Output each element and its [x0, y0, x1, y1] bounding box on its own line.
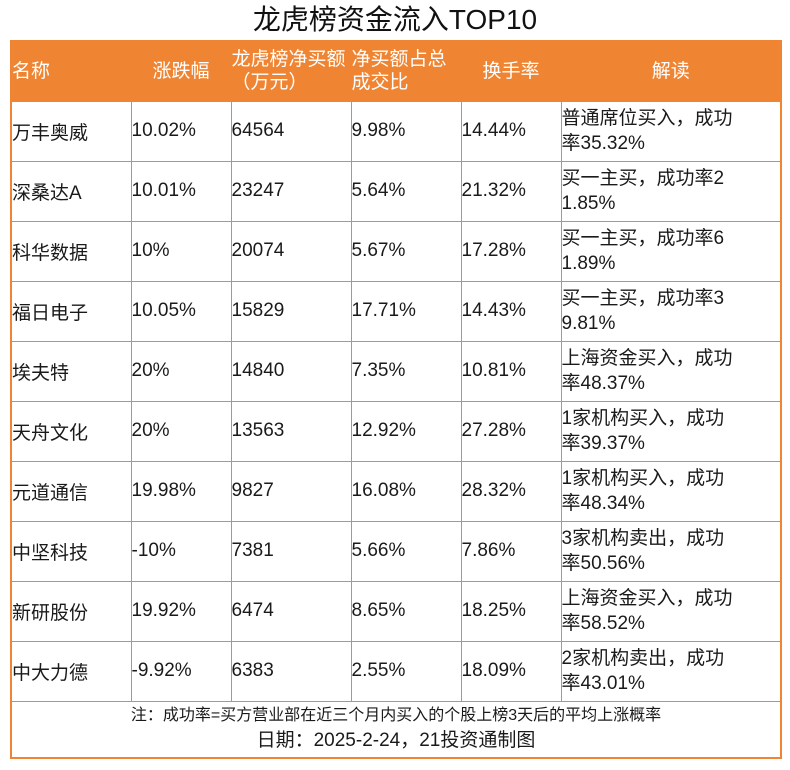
table-row: 天舟文化 20% 13563 12.92% 27.28% 1家机构买入，成功率3…: [10, 400, 782, 462]
cell-turnover: 28.32%: [460, 460, 562, 522]
interpretation-text: 买一主买，成功率21.85%: [561, 168, 725, 214]
header-change: 涨跌幅: [130, 40, 232, 102]
cell-interpretation: 上海资金买入，成功率58.52%: [560, 580, 782, 642]
table-row: 中坚科技 -10% 7381 5.66% 7.86% 3家机构卖出，成功率50.…: [10, 520, 782, 582]
cell-net-buy-ratio: 7.35%: [350, 340, 462, 402]
cell-net-buy-ratio: 17.71%: [350, 280, 462, 342]
cell-interpretation: 3家机构卖出，成功率50.56%: [560, 520, 782, 582]
cell-net-buy: 7381: [230, 520, 352, 582]
table-footer-row: 注：成功率=买方营业部在近三个月内买入的个股上榜3天后的平均上涨概率 日期：20…: [10, 700, 782, 759]
cell-change: 19.98%: [130, 460, 232, 522]
cell-change: 10.01%: [130, 160, 232, 222]
cell-net-buy-ratio: 5.67%: [350, 220, 462, 282]
header-interpretation: 解读: [560, 40, 782, 102]
cell-name: 元道通信: [10, 460, 132, 522]
table-body: 万丰奥威 10.02% 64564 9.98% 14.44% 普通席位买入，成功…: [10, 100, 782, 759]
table-row: 中大力德 -9.92% 6383 2.55% 18.09% 2家机构卖出，成功率…: [10, 640, 782, 702]
cell-name: 科华数据: [10, 220, 132, 282]
interpretation-text: 3家机构卖出，成功率50.56%: [561, 528, 725, 574]
cell-net-buy: 23247: [230, 160, 352, 222]
cell-net-buy-ratio: 5.64%: [350, 160, 462, 222]
table-header-row: 名称 涨跌幅 龙虎榜净买额（万元） 净买额占总成交比 换手率 解读: [10, 40, 782, 102]
cell-name: 福日电子: [10, 280, 132, 342]
cell-name: 天舟文化: [10, 400, 132, 462]
interpretation-text: 1家机构买入，成功率48.34%: [561, 468, 725, 514]
cell-net-buy: 14840: [230, 340, 352, 402]
cell-turnover: 14.44%: [460, 100, 562, 162]
cell-turnover: 7.86%: [460, 520, 562, 582]
cell-net-buy: 6474: [230, 580, 352, 642]
table-row: 万丰奥威 10.02% 64564 9.98% 14.44% 普通席位买入，成功…: [10, 100, 782, 162]
cell-net-buy: 15829: [230, 280, 352, 342]
header-turnover: 换手率: [460, 40, 562, 102]
table-footer: 注：成功率=买方营业部在近三个月内买入的个股上榜3天后的平均上涨概率 日期：20…: [10, 700, 782, 759]
cell-name: 埃夫特: [10, 340, 132, 402]
page-title: 龙虎榜资金流入TOP10: [252, 4, 538, 35]
cell-name: 中大力德: [10, 640, 132, 702]
header-name: 名称: [10, 40, 132, 102]
cell-change: 10.05%: [130, 280, 232, 342]
header-net-buy-ratio: 净买额占总成交比: [350, 40, 462, 102]
cell-change: 10.02%: [130, 100, 232, 162]
cell-turnover: 21.32%: [460, 160, 562, 222]
interpretation-text: 上海资金买入，成功率58.52%: [561, 588, 733, 634]
cell-change: 20%: [130, 400, 232, 462]
cell-interpretation: 1家机构买入，成功率39.37%: [560, 400, 782, 462]
cell-net-buy-ratio: 12.92%: [350, 400, 462, 462]
interpretation-text: 1家机构买入，成功率39.37%: [561, 408, 725, 454]
cell-interpretation: 买一主买，成功率21.85%: [560, 160, 782, 222]
interpretation-text: 2家机构卖出，成功率43.01%: [561, 648, 725, 694]
interpretation-text: 买一主买，成功率61.89%: [561, 228, 725, 274]
cell-interpretation: 2家机构卖出，成功率43.01%: [560, 640, 782, 702]
data-table: 名称 涨跌幅 龙虎榜净买额（万元） 净买额占总成交比 换手率 解读 万丰奥威 1…: [10, 40, 782, 759]
cell-turnover: 18.09%: [460, 640, 562, 702]
interpretation-text: 上海资金买入，成功率48.37%: [561, 348, 733, 394]
cell-name: 深桑达A: [10, 160, 132, 222]
cell-net-buy-ratio: 16.08%: [350, 460, 462, 522]
table-row: 福日电子 10.05% 15829 17.71% 14.43% 买一主买，成功率…: [10, 280, 782, 342]
cell-name: 万丰奥威: [10, 100, 132, 162]
table-row: 元道通信 19.98% 9827 16.08% 28.32% 1家机构买入，成功…: [10, 460, 782, 522]
cell-change: 10%: [130, 220, 232, 282]
cell-interpretation: 1家机构买入，成功率48.34%: [560, 460, 782, 522]
cell-net-buy: 6383: [230, 640, 352, 702]
cell-interpretation: 上海资金买入，成功率48.37%: [560, 340, 782, 402]
cell-change: -10%: [130, 520, 232, 582]
interpretation-text: 普通席位买入，成功率35.32%: [561, 108, 733, 154]
cell-net-buy: 13563: [230, 400, 352, 462]
cell-name: 新研股份: [10, 580, 132, 642]
interpretation-text: 买一主买，成功率39.81%: [561, 288, 725, 334]
date-credit: 日期：2025-2-24，21投资通制图: [256, 730, 536, 752]
cell-net-buy: 64564: [230, 100, 352, 162]
cell-net-buy-ratio: 9.98%: [350, 100, 462, 162]
table-row: 埃夫特 20% 14840 7.35% 10.81% 上海资金买入，成功率48.…: [10, 340, 782, 402]
cell-turnover: 10.81%: [460, 340, 562, 402]
cell-change: 20%: [130, 340, 232, 402]
cell-turnover: 27.28%: [460, 400, 562, 462]
table-row: 深桑达A 10.01% 23247 5.64% 21.32% 买一主买，成功率2…: [10, 160, 782, 222]
cell-interpretation: 买一主买，成功率39.81%: [560, 280, 782, 342]
cell-turnover: 14.43%: [460, 280, 562, 342]
table-row: 新研股份 19.92% 6474 8.65% 18.25% 上海资金买入，成功率…: [10, 580, 782, 642]
cell-net-buy-ratio: 5.66%: [350, 520, 462, 582]
cell-turnover: 18.25%: [460, 580, 562, 642]
cell-interpretation: 普通席位买入，成功率35.32%: [560, 100, 782, 162]
cell-net-buy-ratio: 8.65%: [350, 580, 462, 642]
cell-net-buy-ratio: 2.55%: [350, 640, 462, 702]
cell-name: 中坚科技: [10, 520, 132, 582]
cell-interpretation: 买一主买，成功率61.89%: [560, 220, 782, 282]
cell-change: 19.92%: [130, 580, 232, 642]
footnote: 注：成功率=买方营业部在近三个月内买入的个股上榜3天后的平均上涨概率: [130, 707, 662, 725]
header-net-buy: 龙虎榜净买额（万元）: [230, 40, 352, 102]
table-header: 名称 涨跌幅 龙虎榜净买额（万元） 净买额占总成交比 换手率 解读: [10, 40, 782, 102]
cell-net-buy: 9827: [230, 460, 352, 522]
cell-turnover: 17.28%: [460, 220, 562, 282]
table-row: 科华数据 10% 20074 5.67% 17.28% 买一主买，成功率61.8…: [10, 220, 782, 282]
cell-net-buy: 20074: [230, 220, 352, 282]
cell-change: -9.92%: [130, 640, 232, 702]
